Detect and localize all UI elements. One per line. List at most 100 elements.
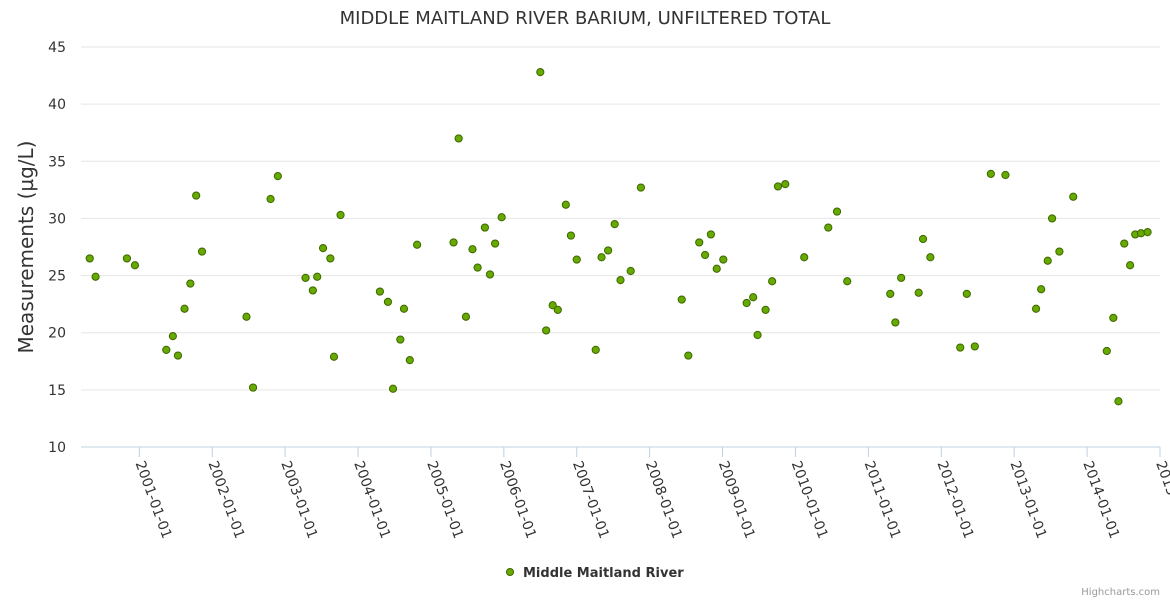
data-point[interactable] [454, 134, 463, 143]
data-point[interactable] [1055, 247, 1064, 256]
data-point[interactable] [468, 245, 477, 254]
data-point[interactable] [485, 270, 495, 279]
data-point[interactable] [832, 207, 842, 216]
data-point[interactable] [313, 272, 322, 281]
data-point[interactable] [918, 234, 928, 244]
data-point[interactable] [1102, 346, 1111, 356]
data-point[interactable] [616, 276, 625, 285]
data-point[interactable] [536, 68, 545, 77]
data-point[interactable] [700, 250, 710, 260]
y-tick-label: 10 [48, 440, 66, 456]
data-point[interactable] [768, 277, 777, 286]
data-point[interactable] [412, 240, 422, 249]
data-point[interactable] [781, 180, 790, 189]
data-point[interactable] [130, 261, 140, 270]
data-point[interactable] [248, 383, 258, 392]
data-point[interactable] [405, 356, 414, 365]
data-point[interactable] [719, 255, 728, 264]
highcharts-credit[interactable]: Highcharts.com [1081, 587, 1160, 598]
data-point[interactable] [824, 223, 833, 232]
data-point[interactable] [1031, 304, 1041, 313]
data-point[interactable] [753, 330, 762, 340]
data-point[interactable] [1048, 214, 1057, 223]
data-point[interactable] [308, 286, 317, 295]
data-point[interactable] [761, 305, 770, 314]
data-point[interactable] [480, 223, 489, 232]
data-point[interactable] [914, 288, 923, 297]
legend[interactable]: Middle Maitland River [506, 566, 685, 581]
data-point[interactable] [970, 342, 979, 351]
data-point[interactable] [626, 266, 635, 276]
data-point[interactable] [610, 220, 619, 229]
data-point[interactable] [591, 345, 600, 354]
data-point[interactable] [986, 169, 995, 178]
data-point[interactable] [956, 343, 965, 352]
data-point[interactable] [1043, 256, 1052, 265]
data-point[interactable] [301, 273, 310, 282]
data-point[interactable] [1037, 285, 1046, 294]
data-point[interactable] [712, 264, 721, 273]
data-point[interactable] [684, 351, 693, 360]
data-point[interactable] [566, 231, 576, 240]
data-point[interactable] [122, 254, 132, 263]
data-point[interactable] [1143, 228, 1152, 237]
data-point[interactable] [396, 335, 405, 344]
data-point[interactable] [677, 295, 686, 304]
data-point[interactable] [461, 312, 471, 321]
data-point[interactable] [1126, 261, 1135, 270]
data-point[interactable] [388, 384, 398, 393]
data-point[interactable] [192, 191, 201, 200]
data-point[interactable] [561, 200, 570, 209]
data-point[interactable] [749, 293, 758, 302]
data-point[interactable] [266, 194, 275, 204]
legend-item-label[interactable]: Middle Maitland River [523, 566, 684, 581]
data-point[interactable] [843, 277, 852, 286]
data-point[interactable] [542, 326, 551, 335]
data-point[interactable] [891, 318, 900, 327]
data-point[interactable] [162, 345, 171, 354]
data-point[interactable] [800, 253, 809, 262]
data-point[interactable] [572, 255, 581, 264]
data-point[interactable] [597, 253, 606, 262]
data-point[interactable] [926, 253, 935, 262]
grid-lines [81, 46, 1160, 448]
data-point[interactable] [449, 238, 458, 247]
data-point[interactable] [742, 298, 751, 308]
data-point[interactable] [168, 332, 177, 341]
data-point[interactable] [273, 172, 282, 181]
data-point[interactable] [773, 182, 783, 191]
data-points [85, 68, 1152, 406]
data-point[interactable] [706, 230, 716, 239]
data-point[interactable] [383, 297, 393, 306]
data-point[interactable] [180, 304, 189, 313]
data-point[interactable] [604, 246, 613, 255]
data-point[interactable] [91, 272, 100, 281]
data-point[interactable] [375, 287, 385, 296]
data-point[interactable] [173, 351, 183, 360]
data-point[interactable] [695, 238, 704, 247]
data-point[interactable] [242, 312, 251, 321]
data-point[interactable] [318, 244, 328, 253]
data-point[interactable] [1001, 170, 1010, 180]
data-point[interactable] [473, 263, 482, 272]
data-point[interactable] [1109, 313, 1118, 322]
data-point[interactable] [548, 301, 557, 310]
data-point[interactable] [962, 289, 971, 298]
data-point[interactable] [399, 304, 409, 313]
data-point[interactable] [1120, 239, 1129, 248]
data-point[interactable] [336, 210, 345, 220]
data-point[interactable] [1136, 229, 1146, 238]
data-point[interactable] [886, 289, 895, 298]
data-point[interactable] [186, 279, 195, 288]
data-point[interactable] [897, 273, 906, 282]
data-point[interactable] [329, 352, 339, 361]
data-point[interactable] [636, 183, 646, 192]
data-point[interactable] [491, 239, 500, 248]
data-point[interactable] [85, 254, 94, 263]
data-point[interactable] [497, 213, 506, 222]
data-point[interactable] [326, 254, 335, 263]
data-point[interactable] [1069, 192, 1078, 201]
data-point[interactable] [553, 305, 562, 314]
data-point[interactable] [1114, 397, 1123, 406]
data-point[interactable] [197, 247, 207, 256]
